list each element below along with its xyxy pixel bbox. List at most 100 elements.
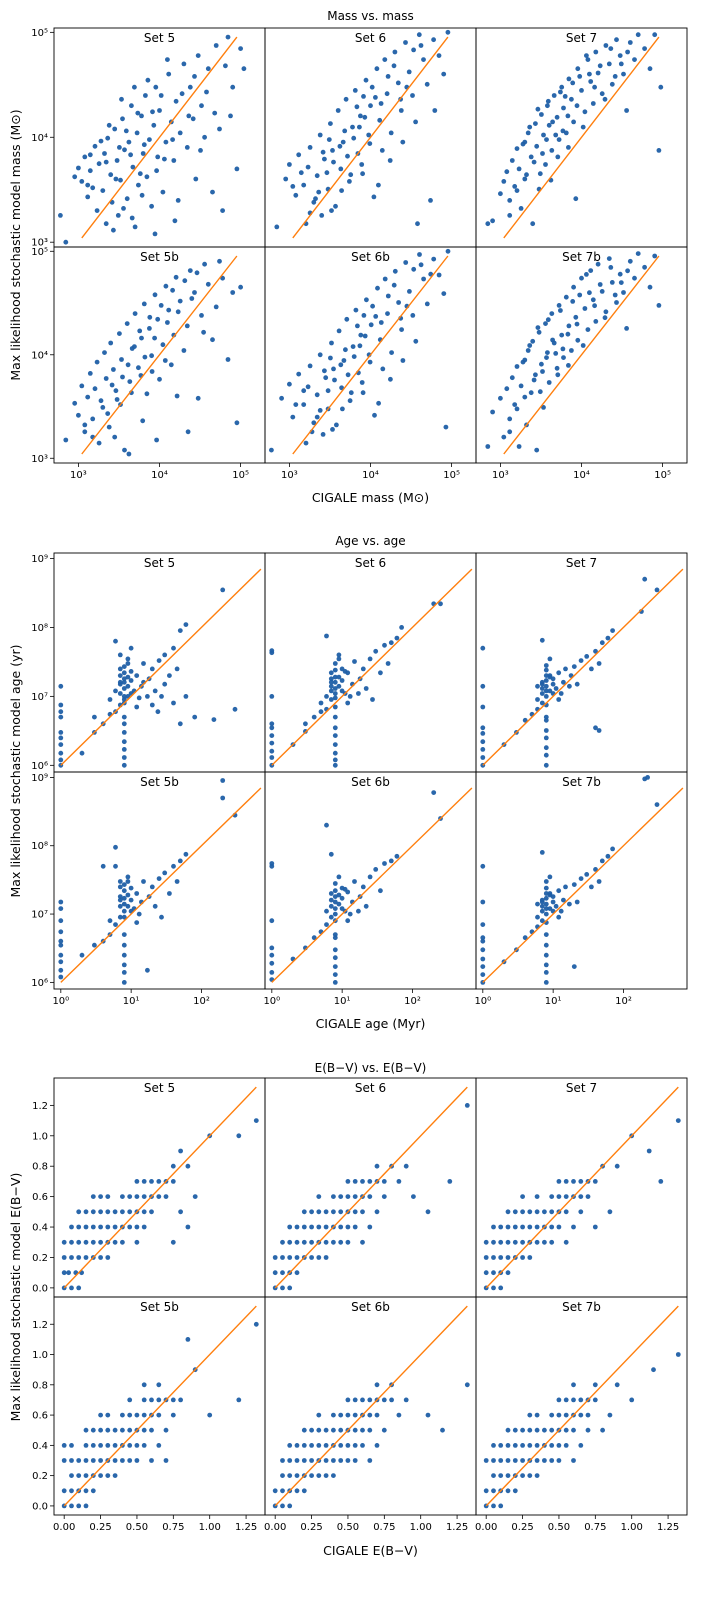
data-point <box>121 679 127 685</box>
data-point <box>520 359 526 365</box>
data-point <box>139 335 144 341</box>
y-tick-label: 0.2 <box>32 1471 48 1482</box>
data-point <box>141 301 147 307</box>
data-point <box>505 1473 511 1478</box>
data-point <box>141 1194 147 1199</box>
data-point <box>121 942 127 948</box>
data-point <box>328 676 334 682</box>
data-point <box>328 851 334 857</box>
data-point <box>175 309 181 315</box>
data-point <box>480 755 486 760</box>
data-point <box>168 362 174 368</box>
data-point <box>642 264 647 270</box>
data-point <box>570 299 576 304</box>
data-point <box>121 739 127 745</box>
data-point <box>527 1224 533 1230</box>
data-point <box>121 730 127 735</box>
data-point <box>236 1397 242 1403</box>
data-point <box>212 110 218 116</box>
data-point <box>158 93 164 98</box>
data-point <box>571 1382 576 1388</box>
data-point <box>156 876 162 881</box>
data-point <box>522 176 528 182</box>
data-point <box>507 213 513 218</box>
data-point <box>597 282 603 287</box>
data-point <box>167 673 172 678</box>
data-point <box>137 171 143 177</box>
data-point <box>323 1427 329 1433</box>
data-point <box>378 670 383 676</box>
data-point <box>651 1367 656 1373</box>
data-point <box>238 284 244 290</box>
data-point <box>332 932 338 937</box>
y-axis-label: Max likelihood stochastic model mass (M⊙… <box>8 109 23 380</box>
data-point <box>585 1412 591 1418</box>
data-point <box>58 742 64 747</box>
data-point <box>612 74 618 79</box>
data-point <box>174 393 180 399</box>
data-point <box>149 369 155 374</box>
panel-label: Set 6 <box>355 31 386 45</box>
data-point <box>357 343 363 349</box>
y-tick-label: 0.6 <box>32 1192 48 1203</box>
data-point <box>360 1397 365 1403</box>
data-point <box>82 429 88 435</box>
y-tick-label: 0.8 <box>32 1162 48 1173</box>
data-point <box>556 670 562 676</box>
one-to-one-line <box>63 1305 257 1507</box>
data-point <box>530 338 536 344</box>
data-point <box>551 93 557 98</box>
data-point <box>574 899 580 905</box>
data-point <box>507 416 513 422</box>
x-tick-label: 10¹ <box>334 996 351 1007</box>
data-point <box>340 139 346 145</box>
data-point <box>323 1224 329 1230</box>
data-point <box>317 352 323 358</box>
data-point <box>105 1224 111 1230</box>
data-point <box>543 952 549 958</box>
data-point <box>590 101 596 106</box>
data-point <box>565 331 571 337</box>
data-point <box>527 343 533 348</box>
x-tick-label: 1.25 <box>446 1522 468 1533</box>
data-point <box>360 171 365 177</box>
data-point <box>225 34 231 40</box>
data-point <box>574 681 580 687</box>
plot-area <box>269 568 473 768</box>
data-point <box>603 309 609 315</box>
data-point <box>105 1412 111 1418</box>
data-point <box>505 1458 511 1463</box>
data-point <box>352 1179 358 1184</box>
data-point <box>210 189 215 195</box>
data-point <box>186 113 192 119</box>
data-point <box>590 297 596 303</box>
data-point <box>79 750 85 756</box>
data-point <box>352 1427 358 1433</box>
data-point <box>385 661 391 666</box>
data-point <box>58 750 64 756</box>
y-tick-label: 0.4 <box>32 1223 48 1234</box>
data-point <box>98 1239 103 1245</box>
one-to-one-line <box>485 1305 679 1507</box>
data-point <box>83 1458 89 1463</box>
data-point <box>159 694 164 699</box>
plot-area <box>480 568 684 768</box>
data-point <box>301 1443 307 1448</box>
data-point <box>424 301 430 307</box>
y-tick-label: 1.2 <box>32 1101 48 1112</box>
data-point <box>563 884 568 890</box>
data-point <box>332 725 338 731</box>
data-point <box>359 162 365 167</box>
one-to-one-line <box>292 36 449 239</box>
data-point <box>121 670 127 676</box>
data-point <box>381 1194 387 1199</box>
data-point <box>280 1473 285 1478</box>
data-point <box>609 280 615 285</box>
x-axis-label: CIGALE mass (M⊙) <box>312 490 429 505</box>
data-point <box>535 325 541 330</box>
data-point <box>543 678 549 683</box>
data-point <box>316 1194 322 1199</box>
data-point <box>280 1488 285 1494</box>
data-point <box>556 1443 562 1448</box>
data-point <box>498 1224 504 1230</box>
